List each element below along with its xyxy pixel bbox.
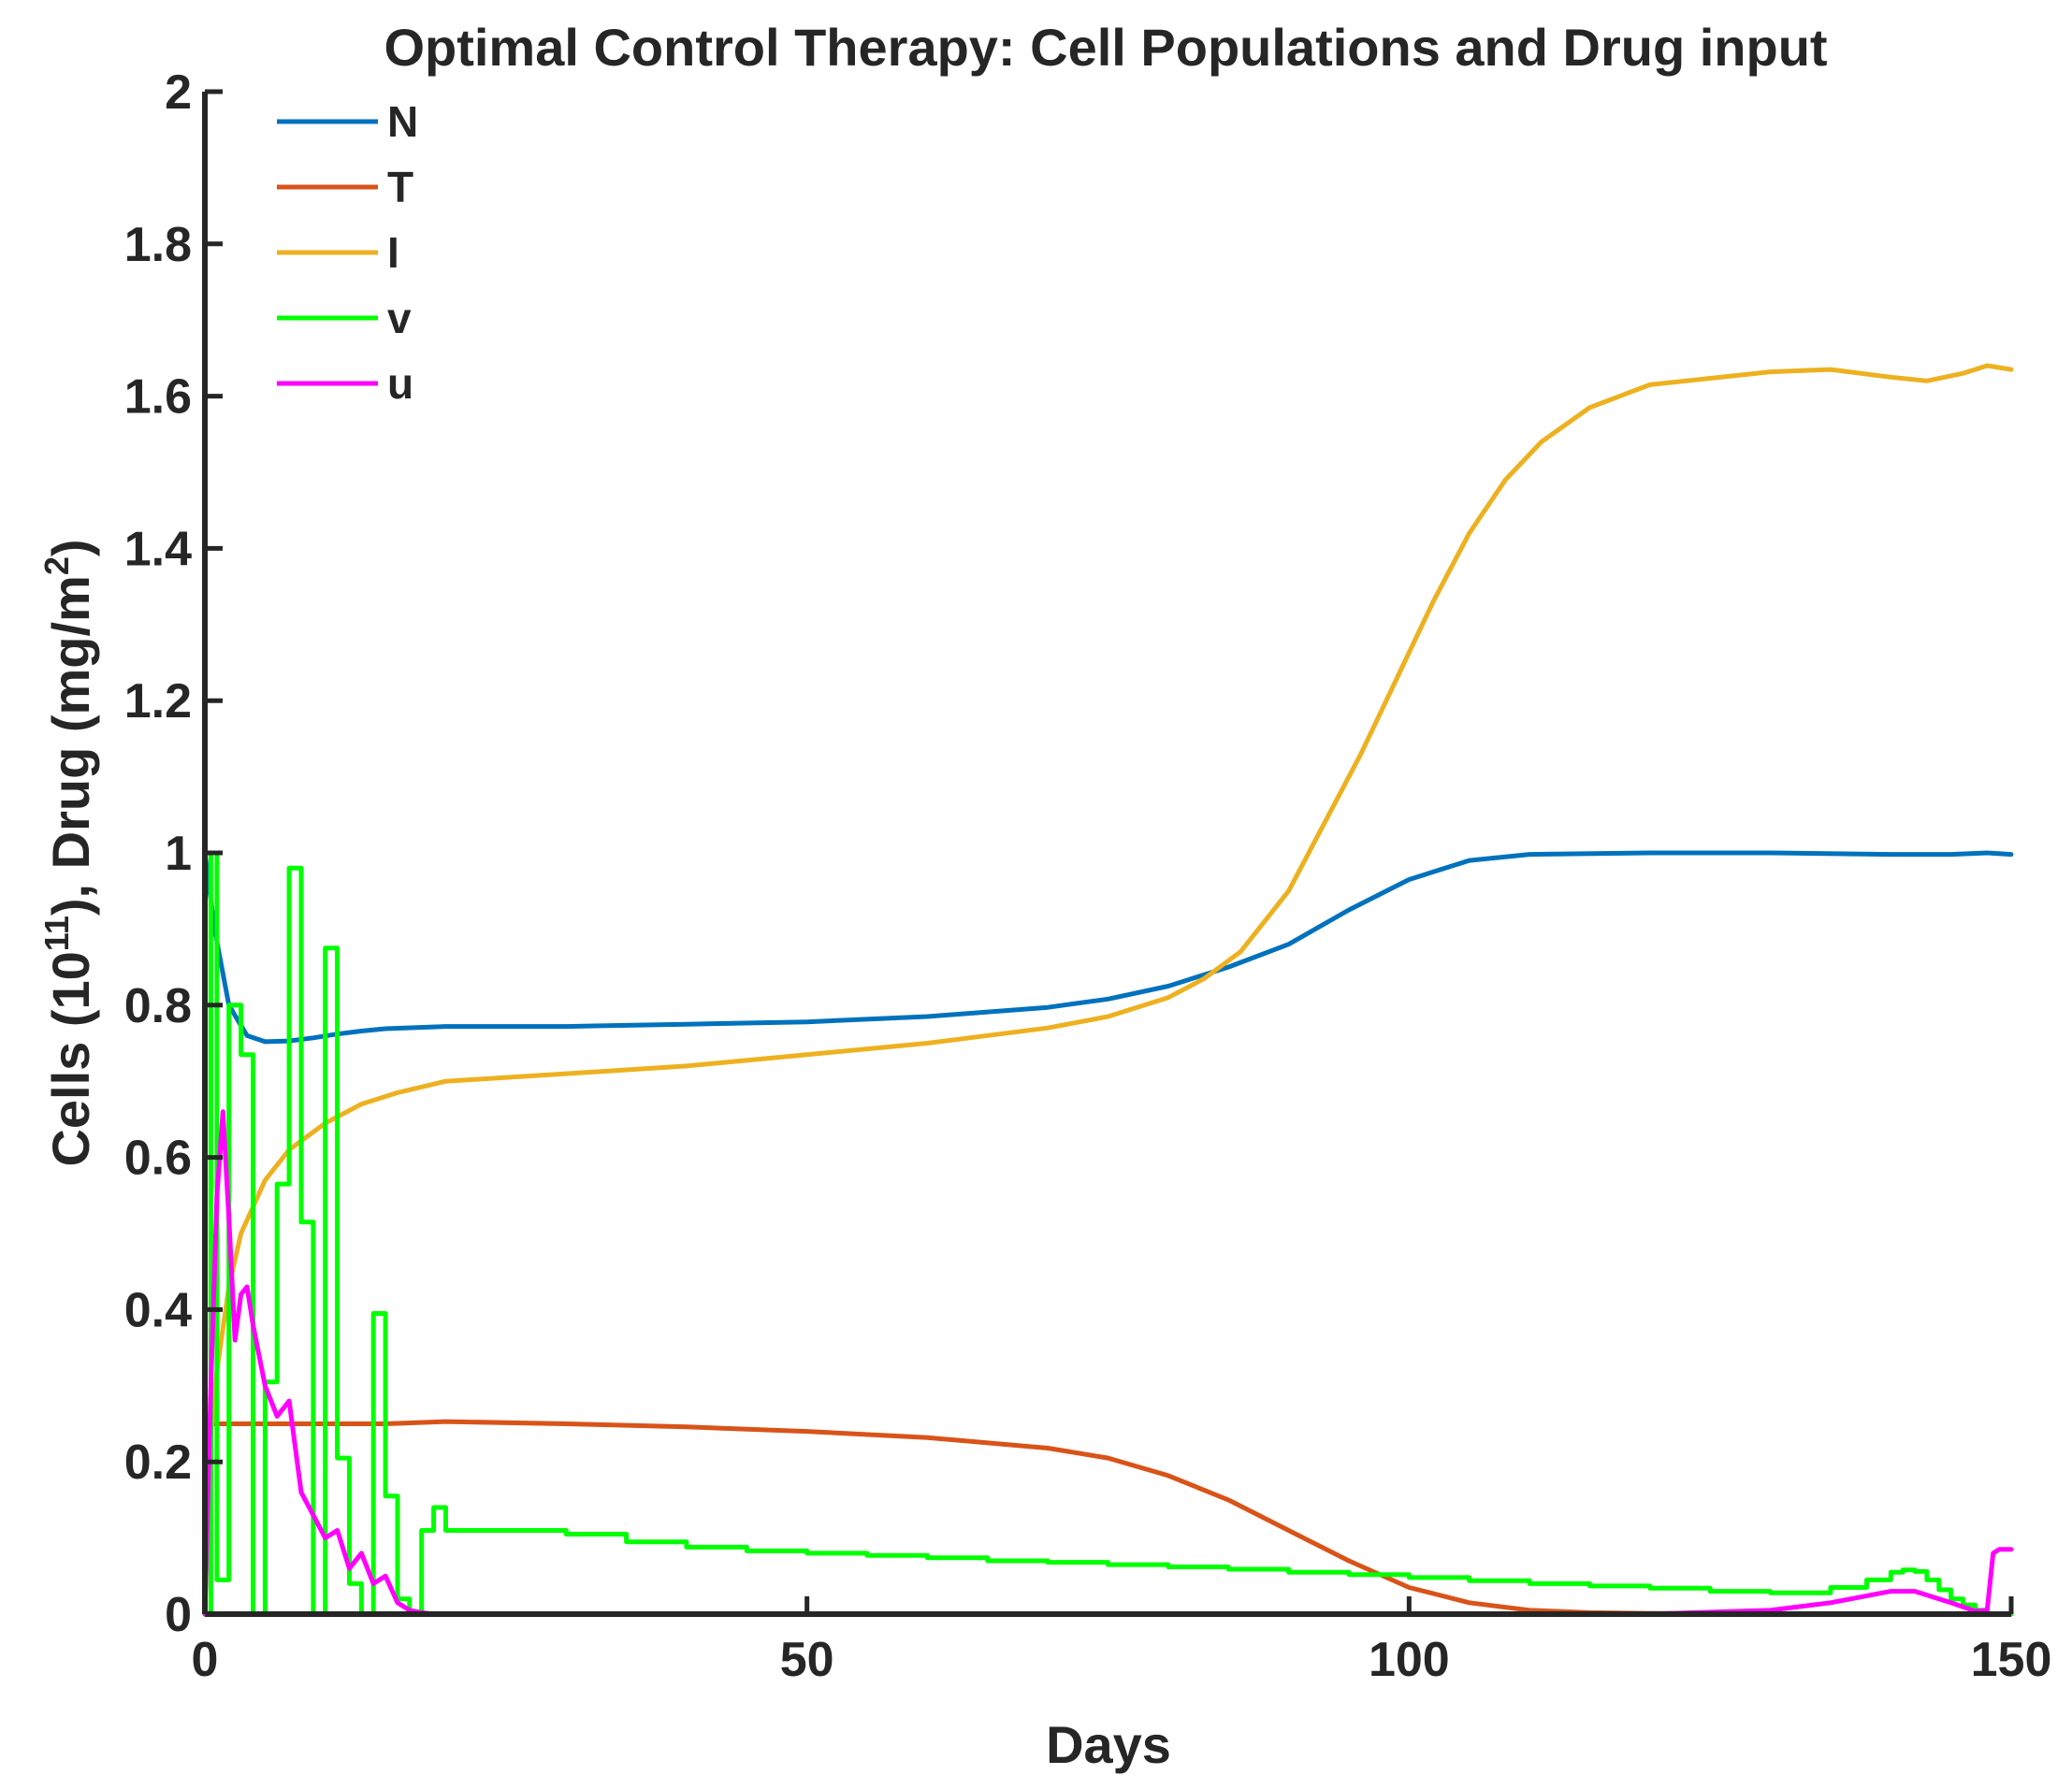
- x-tick-label: 150: [1971, 1633, 2052, 1687]
- y-axis-label-exp2: 2: [37, 556, 76, 575]
- y-axis-label-post: ): [41, 539, 100, 556]
- y-tick-label: 0.6: [124, 1132, 192, 1186]
- y-axis-label-mid: ), Drug (mg/m: [41, 575, 100, 916]
- y-tick-label: 2: [165, 65, 192, 120]
- y-tick-label: 0.4: [124, 1283, 192, 1337]
- y-axis-label-pre: Cells (10: [41, 951, 100, 1166]
- series-line-t-1: [202, 1419, 2014, 1617]
- y-tick-label: 0: [165, 1588, 192, 1642]
- y-tick-label: 1.2: [124, 674, 192, 729]
- legend-label-v: v: [387, 294, 412, 342]
- y-tick-label: 0.8: [124, 979, 192, 1033]
- x-axis-label: Days: [1046, 1715, 1171, 1774]
- x-tick-label: 50: [780, 1633, 834, 1687]
- y-tick-label: 1.4: [124, 522, 192, 576]
- series-line-n-0: [202, 850, 2014, 1045]
- series-line-i-2: [202, 363, 2014, 1503]
- x-tick-label: 100: [1369, 1633, 1450, 1687]
- y-tick-label: 1.6: [124, 370, 192, 425]
- y-axis-label: Cells (1011), Drug (mg/m2): [37, 539, 100, 1166]
- x-tick-label: 0: [192, 1633, 219, 1687]
- chart-title: Optimal Control Therapy: Cell Population…: [384, 18, 1827, 77]
- plot-area: [202, 363, 2014, 1617]
- y-tick-label: 1.8: [124, 218, 192, 272]
- y-tick-label: 0.2: [124, 1436, 192, 1490]
- series-line-u-4: [202, 1109, 2014, 1617]
- legend-label-t: T: [387, 163, 413, 211]
- ticks: 0 0.2 0.4 0.6 0.8 1 1.2 1.4 1.6 1.8 2 0 50 100 150: [124, 65, 2052, 1687]
- y-axis-label-exp1: 11: [37, 916, 76, 951]
- legend-label-n: N: [387, 97, 418, 146]
- legend-label-u: u: [387, 359, 413, 408]
- legend-label-i: I: [387, 228, 399, 277]
- series-line-v-3: [202, 850, 2014, 1617]
- y-tick-label: 1: [165, 827, 192, 881]
